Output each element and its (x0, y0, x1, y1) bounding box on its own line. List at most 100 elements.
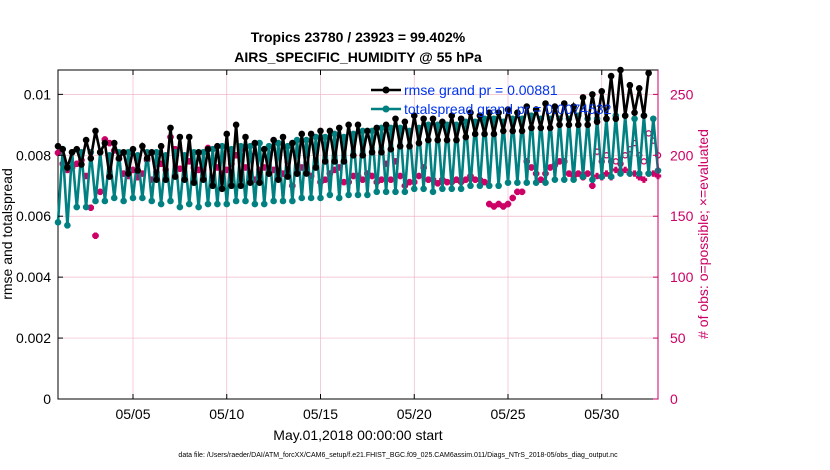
spread-point (401, 188, 409, 196)
spread-point (312, 133, 320, 141)
rmse-point (110, 139, 118, 147)
spread-point (307, 194, 315, 202)
y-tick-label-right: 150 (670, 208, 694, 224)
rmse-point (575, 121, 582, 129)
spread-point (251, 200, 259, 208)
rmse-point (312, 164, 320, 171)
rmse-point (631, 109, 638, 116)
spread-point (467, 182, 474, 190)
obs-possible-point (504, 200, 512, 208)
rmse-point (92, 127, 99, 135)
rmse-point (523, 103, 531, 110)
rmse-point (129, 145, 137, 153)
rmse-point (246, 179, 254, 187)
spread-point (195, 203, 202, 211)
spread-point (523, 179, 531, 187)
obs-possible-point (509, 194, 516, 202)
x-axis-label: May.01,2018 00:00:00 start (273, 427, 443, 443)
spread-point (125, 148, 132, 156)
rmse-point (115, 155, 123, 162)
spread-point (82, 203, 90, 211)
rmse-point (626, 81, 634, 89)
rmse-point (504, 106, 512, 113)
y-tick-label-right: 50 (670, 330, 686, 346)
rmse-point (364, 127, 371, 135)
rmse-point (73, 145, 81, 153)
spread-point (157, 200, 165, 208)
rmse-point (556, 121, 563, 129)
legend-marker-rmse (382, 86, 390, 94)
rmse-point (406, 142, 413, 150)
rmse-point (143, 155, 151, 162)
rmse-point (209, 182, 216, 190)
spread-point (589, 176, 596, 183)
rmse-point (331, 158, 338, 165)
obs-possible-point (92, 232, 99, 239)
obs-possible-point (584, 170, 591, 177)
rmse-point (340, 158, 348, 165)
spread-point (382, 188, 390, 196)
rmse-point (485, 109, 493, 116)
rmse-point (589, 91, 596, 98)
spread-point (73, 203, 81, 211)
rmse-point (410, 112, 418, 119)
rmse-point (462, 133, 470, 141)
rmse-point (68, 148, 76, 156)
rmse-point (532, 106, 540, 113)
legend: rmse grand pr = 0.00881 totalspread gran… (371, 82, 612, 117)
rmse-point (570, 103, 577, 110)
rmse-point (78, 161, 85, 168)
rmse-point (359, 151, 366, 159)
spread-point (345, 191, 352, 199)
rmse-point (214, 142, 221, 150)
spread-point (64, 222, 71, 229)
rmse-point (598, 88, 606, 95)
rmse-point (148, 148, 156, 156)
y-tick-label-right: 0 (670, 391, 678, 407)
rmse-point (289, 139, 296, 147)
rmse-point (317, 127, 324, 135)
spread-point (92, 197, 99, 205)
rmse-point (335, 124, 343, 132)
rmse-point (528, 124, 535, 132)
rmse-point (392, 115, 399, 123)
rmse-point (232, 121, 240, 129)
y-tick-label-right: 100 (670, 269, 694, 285)
rmse-point (125, 170, 132, 177)
rmse-point (157, 142, 165, 150)
spread-point (246, 142, 254, 150)
rmse-point (284, 173, 291, 180)
spread-point (373, 188, 381, 196)
y-axis-label-right: # of obs: o=possible; ×=evaluated (695, 129, 711, 339)
spread-point (284, 142, 291, 150)
footnote: data file: /Users/raeder/DAI/ATM_forcXX/… (178, 452, 618, 459)
spread-point (200, 148, 207, 156)
spread-point (626, 170, 634, 177)
x-tick-label: 05/20 (397, 406, 432, 422)
obs-evaluated-point (640, 176, 648, 183)
spread-point (631, 115, 638, 123)
y-tick-label-left: 0.01 (24, 86, 51, 102)
spread-point (354, 191, 362, 199)
rmse-point (275, 176, 282, 183)
rmse-point (467, 109, 474, 116)
spread-point (457, 185, 465, 193)
spread-point (514, 179, 521, 187)
spread-point (260, 200, 268, 208)
y-tick-label-left: 0.006 (16, 208, 51, 224)
spread-point (289, 197, 296, 205)
rmse-point (387, 145, 395, 153)
y-axis-label-left: rmse and totalspread (0, 168, 15, 300)
rmse-point (181, 176, 188, 183)
rmse-point (476, 112, 484, 119)
rmse-point (242, 133, 249, 141)
obs-possible-point (537, 176, 545, 183)
spread-point (326, 191, 334, 199)
obs-possible-point (434, 180, 441, 187)
spread-point (270, 197, 277, 205)
spread-point (485, 182, 493, 190)
rmse-point (401, 118, 409, 126)
rmse-point (518, 127, 526, 135)
spread-point (364, 191, 371, 199)
rmse-point (218, 185, 226, 193)
